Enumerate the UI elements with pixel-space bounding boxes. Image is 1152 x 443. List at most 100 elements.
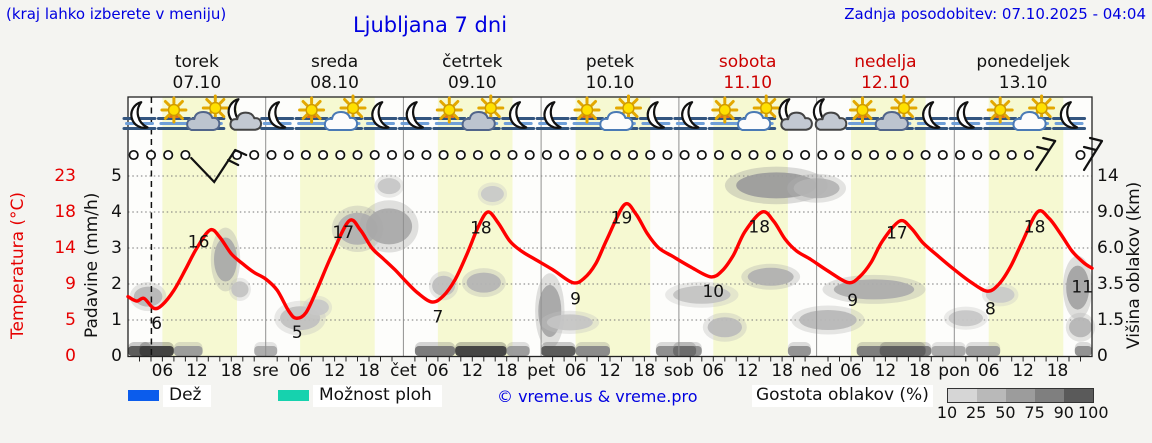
time-axis-label: 12 bbox=[461, 361, 484, 381]
moon-icon bbox=[914, 101, 949, 130]
temp-extreme-label: 16 bbox=[188, 233, 210, 253]
low-cloud-band bbox=[506, 346, 530, 356]
cloud-cover-circle bbox=[834, 149, 845, 161]
time-axis-label: 12 bbox=[599, 361, 621, 381]
density-scale-segment bbox=[1006, 389, 1035, 402]
time-axis-label: 12 bbox=[323, 361, 346, 381]
cloud-cover-circle bbox=[283, 149, 294, 161]
time-axis-label: 06 bbox=[427, 361, 449, 381]
density-tick-label: 90 bbox=[1053, 403, 1074, 422]
cloud-cover-circle bbox=[627, 149, 639, 161]
moon-icon bbox=[397, 101, 432, 130]
time-axis-label: 06 bbox=[840, 361, 862, 381]
axis-tick: 4 bbox=[111, 202, 122, 222]
axis-tick: 14 bbox=[1097, 166, 1119, 186]
cloud-cover-circle bbox=[765, 149, 776, 161]
low-cloud-band bbox=[879, 346, 926, 356]
cloud-cover-circle bbox=[920, 149, 931, 161]
low-cloud-band bbox=[787, 346, 811, 356]
day-name: torek bbox=[174, 52, 219, 72]
moon-icon bbox=[638, 101, 673, 130]
showers-legend-label: Možnost ploh bbox=[313, 385, 442, 407]
cloud-cover-circle bbox=[421, 149, 432, 161]
cloud-cover-circle bbox=[369, 149, 380, 161]
moon-cloud-icon bbox=[778, 98, 813, 131]
moon-icon bbox=[501, 101, 536, 130]
cloud-blob bbox=[366, 208, 413, 245]
copyright-link[interactable]: © vreme.us & vreme.pro bbox=[497, 387, 698, 406]
sunrise-icon bbox=[432, 96, 467, 130]
day-date: 08.10 bbox=[310, 73, 359, 93]
day-band bbox=[851, 97, 926, 357]
rain-legend-label: Dež bbox=[163, 385, 212, 407]
day-header: petek 10.10 bbox=[535, 52, 685, 94]
temperature-curve bbox=[126, 202, 1094, 320]
time-axis-label: sre bbox=[252, 361, 279, 381]
day-header: nedelja 12.10 bbox=[810, 52, 960, 94]
time-axis-label: 18 bbox=[1046, 361, 1069, 381]
axis-tick: 2 bbox=[111, 274, 122, 294]
temp-extreme-label: 19 bbox=[611, 208, 633, 228]
cloud-blob bbox=[546, 314, 593, 331]
day-header: sreda 08.10 bbox=[260, 52, 410, 94]
axis-tick: 0 bbox=[65, 346, 76, 366]
page-title: Ljubljana 7 dni bbox=[352, 13, 508, 37]
moon-cloud-icon bbox=[227, 98, 263, 131]
day-header: ponedeljek 13.10 bbox=[948, 52, 1098, 94]
cloud-density-label: Gostota oblakov (%) bbox=[752, 385, 933, 407]
density-scale-segment bbox=[948, 389, 977, 402]
temperature-axis-title: Temperatura (°C) bbox=[8, 191, 28, 339]
day-header: sobota 11.10 bbox=[673, 52, 823, 94]
sun-cloud-icon bbox=[874, 94, 918, 131]
time-axis-label: čet bbox=[390, 361, 417, 381]
cloud-blob bbox=[466, 272, 501, 293]
wind-barb-icon bbox=[190, 148, 248, 184]
temp-extreme-label: 9 bbox=[847, 291, 858, 311]
cloud-density-scale bbox=[947, 388, 1094, 403]
density-tick-label: 10 bbox=[936, 403, 958, 422]
cloud-cover-circle bbox=[610, 149, 621, 161]
time-axis-label: 06 bbox=[702, 361, 725, 381]
temp-extreme-label: 18 bbox=[748, 217, 770, 237]
sunrise-icon bbox=[570, 96, 605, 130]
temp-extreme-label: 18 bbox=[1024, 217, 1046, 237]
density-tick-label: 100 bbox=[1078, 403, 1109, 422]
cloud-cover-circle bbox=[903, 149, 914, 161]
axis-tick: 1.5 bbox=[1097, 310, 1125, 330]
density-tick-label: 75 bbox=[1024, 403, 1045, 422]
time-axis-label: 18 bbox=[495, 361, 518, 381]
low-cloud-band bbox=[931, 346, 966, 356]
cloud-cover-circle bbox=[472, 149, 484, 161]
low-cloud-band bbox=[1074, 346, 1092, 356]
cloud-cover-circle bbox=[559, 149, 570, 161]
cloud-cover-circle bbox=[989, 149, 1000, 161]
moon-icon bbox=[122, 101, 157, 130]
cloud-cover-circle bbox=[145, 149, 157, 161]
moon-icon bbox=[363, 101, 398, 130]
time-axis-label: 12 bbox=[874, 361, 897, 381]
low-cloud-band bbox=[673, 346, 697, 356]
axis-tick: 23 bbox=[54, 166, 76, 186]
cloud-cover-circle bbox=[335, 149, 346, 161]
cloud-blob bbox=[214, 237, 237, 282]
sun-cloud-icon bbox=[737, 94, 780, 131]
cloud-cover-circle bbox=[662, 149, 673, 161]
sunrise-icon bbox=[156, 96, 191, 130]
axis-tick: 3 bbox=[111, 238, 122, 258]
cloud-cover-circle bbox=[576, 149, 587, 161]
cloud-cover-circle bbox=[490, 149, 501, 161]
cloud-cover-circle bbox=[541, 149, 552, 161]
time-axis-label: 06 bbox=[151, 361, 174, 381]
cloud-cover-circle bbox=[1075, 149, 1086, 161]
moon-icon bbox=[1052, 101, 1087, 130]
cloud-cover-circle bbox=[868, 149, 880, 161]
low-cloud-band bbox=[173, 346, 203, 356]
cloud-cover-circle bbox=[524, 149, 535, 161]
cloud-blob bbox=[231, 281, 249, 298]
temp-extreme-label: 9 bbox=[570, 289, 581, 309]
cloud-cover-circle bbox=[713, 149, 725, 161]
day-name: nedelja bbox=[854, 52, 917, 72]
density-tick-label: 50 bbox=[995, 403, 1016, 422]
day-date: 13.10 bbox=[998, 73, 1048, 93]
